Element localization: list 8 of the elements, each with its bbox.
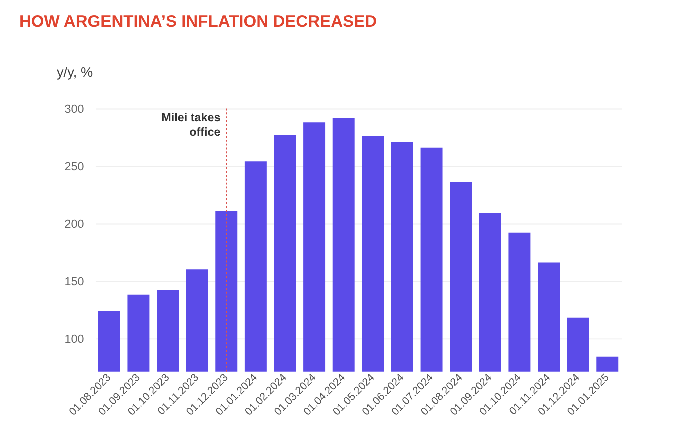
- y-tick-label: 300: [64, 103, 85, 116]
- ref-line-label: Milei takes office: [162, 111, 222, 140]
- chart-title: HOW ARGENTINA’S INFLATION DECREASED: [19, 12, 378, 31]
- y-axis-title: y/y, %: [56, 65, 94, 80]
- y-tick-label: 100: [64, 332, 85, 346]
- y-tick-label: 150: [64, 275, 85, 288]
- y-tick-label: 200: [64, 218, 85, 232]
- y-tick-label: 250: [64, 160, 85, 174]
